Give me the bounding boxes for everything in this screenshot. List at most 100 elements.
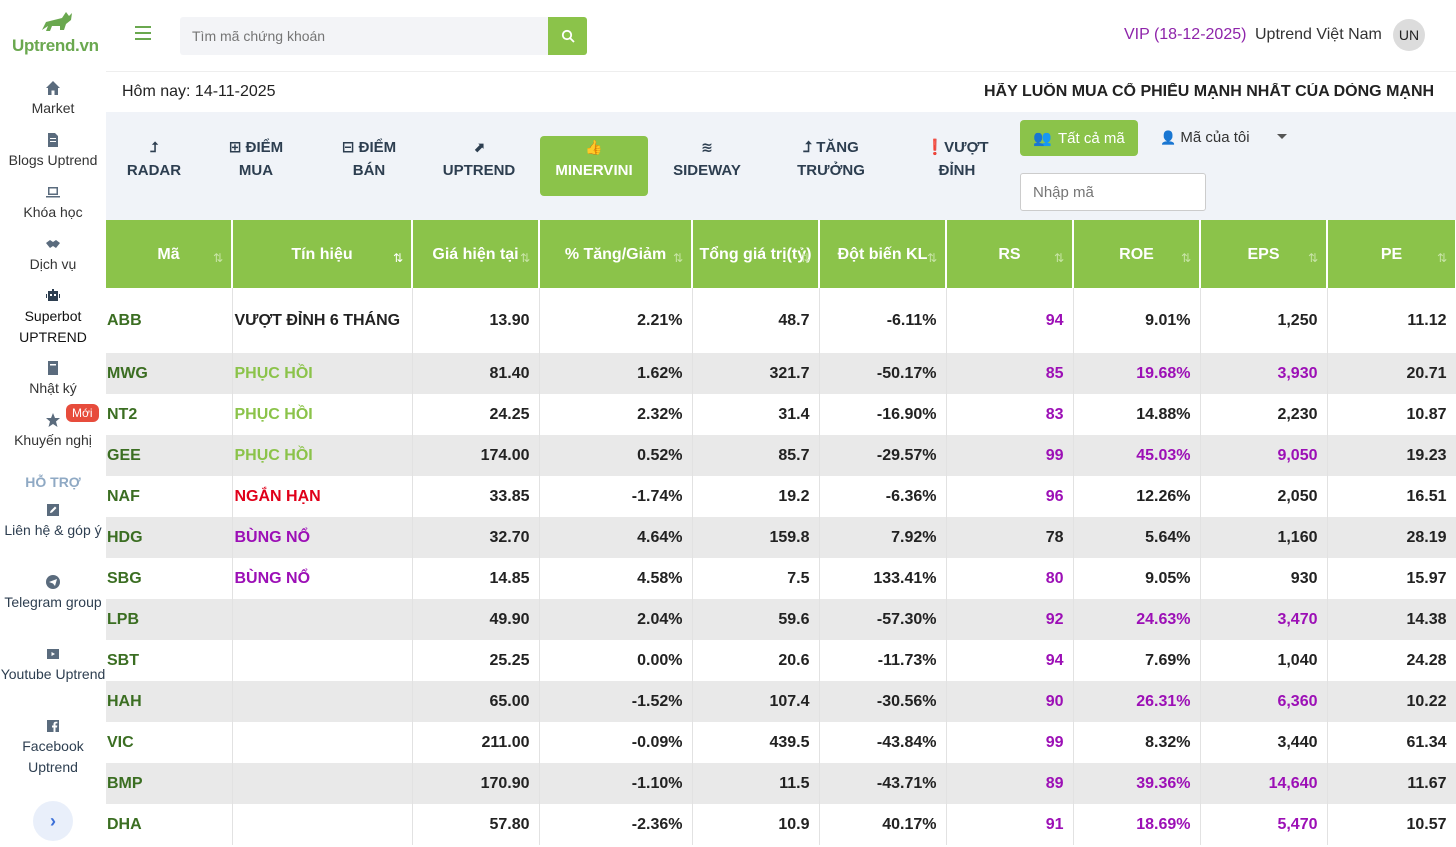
cell-code[interactable]: SBT — [106, 640, 233, 681]
cell-pe: 16.51 — [1327, 476, 1456, 517]
sort-icon[interactable]: ⇅ — [1307, 251, 1318, 265]
cell-code[interactable]: MWG — [106, 353, 233, 394]
sort-icon[interactable]: ⇅ — [519, 251, 530, 265]
cell-code[interactable]: HAH — [106, 681, 233, 722]
menu-icon[interactable] — [135, 26, 151, 40]
column-header-label: ROE — [1119, 245, 1154, 263]
table-row[interactable]: LPB 49.90 2.04% 59.6 -57.30% 92 24.63% 3,470 14.… — [106, 599, 1456, 640]
sidebar-item-market[interactable]: Market — [0, 80, 106, 119]
sidebar-item-telegram[interactable]: Telegram group — [0, 574, 106, 613]
table-row[interactable]: NT2 PHỤC HỒI 24.25 2.32% 31.4 -16.90% 83 14.88%… — [106, 394, 1456, 435]
sidebar-item-blogs[interactable]: Blogs Uptrend — [0, 132, 106, 171]
cell-code[interactable]: ABB — [106, 288, 233, 353]
cell-pe: 15.97 — [1327, 558, 1456, 599]
cell-roe: 7.69% — [1073, 640, 1201, 681]
cell-code[interactable]: VIC — [106, 722, 233, 763]
sort-icon[interactable]: ⇅ — [926, 251, 937, 265]
sidebar-item-contact[interactable]: Liên hệ & góp ý — [0, 502, 106, 541]
cell-code[interactable]: LPB — [106, 599, 233, 640]
tab-buy-points[interactable]: ⊞ ĐIỂM MUA — [211, 136, 301, 196]
cell-code[interactable]: GEE — [106, 435, 233, 476]
table-row[interactable]: SBT 25.25 0.00% 20.6 -11.73% 94 7.69% 1,040 24.2… — [106, 640, 1456, 681]
sort-icon[interactable]: ⇅ — [1436, 251, 1447, 265]
cell-code[interactable]: HDG — [106, 517, 233, 558]
user-name[interactable]: Uptrend Việt Nam — [1255, 26, 1382, 43]
chevron-right-icon: › — [50, 810, 56, 831]
column-header-code[interactable]: Mã ⇅ — [106, 220, 233, 288]
sidebar-item-services[interactable]: Dịch vụ — [0, 236, 106, 275]
table-row[interactable]: VIC 211.00 -0.09% 439.5 -43.84% 99 8.32% 3,440 6… — [106, 722, 1456, 763]
cell-signal — [232, 763, 413, 804]
tab-growth[interactable]: ⮥ TĂNG TRƯỞNG — [786, 136, 876, 196]
table-row[interactable]: ABB VƯỢT ĐỈNH 6 THÁNG 13.90 2.21% 48.7 -6.11%… — [106, 288, 1456, 353]
column-header-eps[interactable]: EPS ⇅ — [1200, 220, 1328, 288]
cell-eps: 3,470 — [1200, 599, 1328, 640]
cell-change: 2.21% — [539, 288, 693, 353]
sort-icon[interactable]: ⇅ — [1053, 251, 1064, 265]
cell-code[interactable]: NT2 — [106, 394, 233, 435]
chevron-down-icon[interactable] — [1277, 134, 1287, 139]
tab-breakout[interactable]: ❗VƯỢT ĐỈNH — [914, 136, 1000, 196]
column-header-change[interactable]: % Tăng/Giảm ⇅ — [539, 220, 693, 288]
column-header-value[interactable]: Tổng giá trị(tỷ) ⇅ — [692, 220, 820, 288]
column-header-roe[interactable]: ROE ⇅ — [1073, 220, 1201, 288]
table-row[interactable]: HDG BÙNG NỔ 32.70 4.64% 159.8 7.92% 78 5.64% 1,1… — [106, 517, 1456, 558]
column-header-rs[interactable]: RS ⇅ — [946, 220, 1074, 288]
sort-icon[interactable]: ⇅ — [212, 251, 223, 265]
search-input[interactable] — [180, 17, 548, 55]
sidebar-collapse-button[interactable]: › — [33, 801, 73, 841]
cell-volume-spike: -50.17% — [819, 353, 947, 394]
tab-sideway[interactable]: ≋ SIDEWAY — [662, 136, 752, 196]
tab-uptrend[interactable]: ⬈ UPTREND — [436, 136, 522, 196]
cell-volume-spike: -6.36% — [819, 476, 947, 517]
code-input[interactable] — [1020, 173, 1206, 211]
sidebar-item-recommendations[interactable]: Khuyến nghị — [0, 412, 106, 451]
waves-icon: ≋ — [701, 139, 713, 155]
column-header-pe[interactable]: PE ⇅ — [1327, 220, 1456, 288]
column-header-label: Mã — [157, 245, 180, 263]
table-row[interactable]: NAF NGẮN HẠN 33.85 -1.74% 19.2 -6.36% 96 12.26%… — [106, 476, 1456, 517]
cell-volume-spike: 40.17% — [819, 804, 947, 845]
cell-code[interactable]: DHA — [106, 804, 233, 845]
brand-logo[interactable]: Uptrend.vn — [10, 10, 100, 60]
sidebar-item-facebook[interactable]: Facebook Uptrend — [0, 718, 106, 778]
tab-minervini[interactable]: 👍 MINERVINI — [540, 136, 648, 196]
sort-icon[interactable]: ⇅ — [672, 251, 683, 265]
sidebar-item-youtube[interactable]: Youtube Uptrend — [0, 646, 106, 685]
sort-icon[interactable]: ⇅ — [392, 251, 403, 265]
sort-icon[interactable]: ⇅ — [799, 251, 810, 265]
cell-code[interactable]: NAF — [106, 476, 233, 517]
cell-signal: NGẮN HẠN — [232, 476, 413, 517]
cell-code[interactable]: SBG — [106, 558, 233, 599]
cell-signal: VƯỢT ĐỈNH 6 THÁNG — [232, 288, 413, 353]
tab-label: BÁN — [352, 162, 386, 179]
cell-rs: 85 — [946, 353, 1074, 394]
column-header-price[interactable]: Giá hiện tại ⇅ — [412, 220, 540, 288]
table-row[interactable]: DHA 57.80 -2.36% 10.9 40.17% 91 18.69% 5,470 10.… — [106, 804, 1456, 845]
cell-rs: 96 — [946, 476, 1074, 517]
table-row[interactable]: MWG PHỤC HỒI 81.40 1.62% 321.7 -50.17% 85 19.68… — [106, 353, 1456, 394]
avatar[interactable]: UN — [1393, 19, 1425, 51]
sidebar-item-label: Telegram group — [4, 594, 102, 610]
sort-icon[interactable]: ⇅ — [1180, 251, 1191, 265]
cell-code[interactable]: BMP — [106, 763, 233, 804]
all-codes-button[interactable]: 👥 Tất cả mã — [1020, 120, 1138, 156]
tab-radar[interactable]: ⮥ RADAR — [111, 136, 197, 196]
column-header-signal[interactable]: Tín hiệu ⇅ — [232, 220, 413, 288]
sidebar-item-courses[interactable]: Khóa học — [0, 184, 106, 223]
table-row[interactable]: BMP 170.90 -1.10% 11.5 -43.71% 89 39.36% 14,640… — [106, 763, 1456, 804]
tab-sell-points[interactable]: ⊟ ĐIỂM BÁN — [324, 136, 414, 196]
sidebar-item-journal[interactable]: Nhật ký — [0, 360, 106, 399]
cell-price: 81.40 — [412, 353, 540, 394]
sidebar-item-label: Market — [31, 100, 75, 116]
column-header-volume-spike[interactable]: Đột biến KL ⇅ — [819, 220, 947, 288]
table-row[interactable]: GEE PHỤC HỒI 174.00 0.52% 85.7 -29.57% 99 45.03… — [106, 435, 1456, 476]
cell-change: 2.32% — [539, 394, 693, 435]
search-button[interactable] — [548, 17, 587, 55]
table-row[interactable]: HAH 65.00 -1.52% 107.4 -30.56% 90 26.31% 6,360 1… — [106, 681, 1456, 722]
youtube-icon — [45, 646, 61, 662]
table-row[interactable]: SBG BÙNG NỔ 14.85 4.58% 7.5 133.41% 80 9.05% 930… — [106, 558, 1456, 599]
cell-volume-spike: -29.57% — [819, 435, 947, 476]
my-codes-toggle[interactable]: 👤 Mã của tôi — [1160, 129, 1250, 146]
sidebar-item-superbot[interactable]: Superbot UPTREND — [0, 288, 106, 348]
